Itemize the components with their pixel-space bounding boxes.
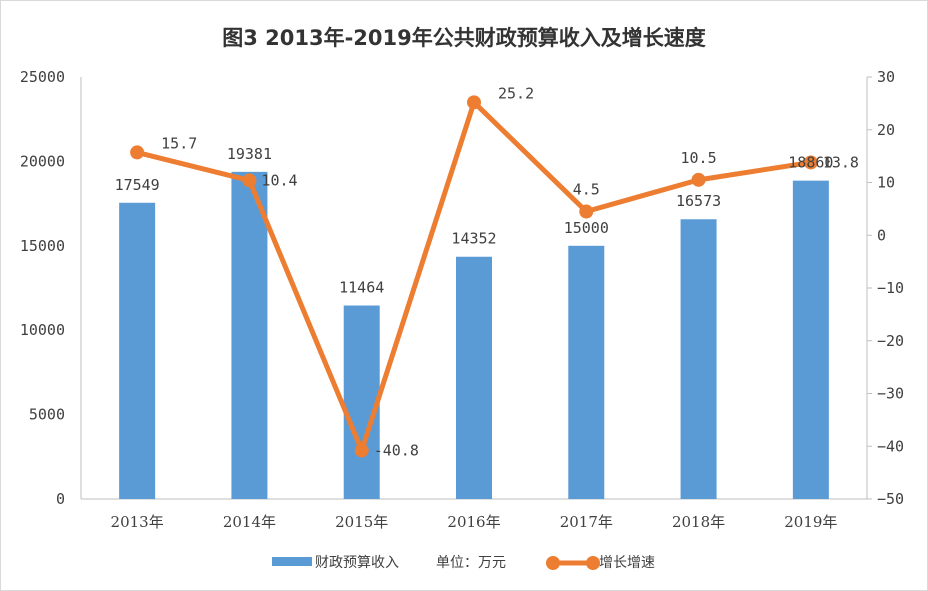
bar-data-label: 17549 [115,176,160,194]
x-tick-label: 2015年 [335,513,388,531]
right-tick-label: 30 [877,68,895,86]
x-tick-label: 2018年 [672,513,725,531]
bar [231,171,268,499]
bar [343,305,380,499]
line-marker [467,95,481,110]
line-marker [130,145,145,160]
left-tick-label: 20000 [20,152,65,170]
legend-bar-label: 财政预算收入 [315,555,399,571]
bar-data-label: 19381 [227,145,272,163]
line-marker [579,204,594,219]
legend-line-label: 增长增速 [599,555,655,571]
line-data-label: 13.8 [823,153,859,171]
x-tick-label: 2017年 [560,513,613,531]
right-tick-label: −30 [877,385,904,403]
right-tick-label: −20 [877,332,904,350]
bar [792,180,829,500]
right-tick-label: 20 [877,121,895,139]
bar-data-label: 14352 [451,230,496,248]
left-tick-label: 15000 [20,237,65,255]
chart-title: 图3 2013年-2019年公共财政预算收入及增长速度 [222,26,706,50]
line-marker [242,173,257,188]
left-tick-label: 0 [56,490,65,508]
right-tick-label: −50 [877,490,904,508]
x-tick-label: 2016年 [447,513,500,531]
bar-data-label: 11464 [339,278,384,296]
legend-unit-note: 单位：万元 [436,555,506,571]
left-tick-label: 25000 [20,68,65,86]
x-tick-label: 2014年 [223,513,276,531]
bar-data-label: 15000 [564,219,609,237]
legend: 财政预算收入 单位：万元 增长增速 [272,555,655,571]
right-tick-label: −10 [877,279,904,297]
line-data-label: 10.5 [681,149,717,167]
x-tick-label: 2019年 [784,513,837,531]
right-tick-label: 10 [877,174,895,192]
line-data-label: 15.7 [161,134,197,152]
legend-marker [546,556,560,570]
line-marker [691,172,706,187]
left-tick-label: 10000 [20,321,65,339]
line-marker [354,443,369,458]
line-data-label: 25.2 [498,84,534,102]
line-data-label: 4.5 [573,181,600,199]
line-data-label: 10.4 [261,171,297,189]
bar-data-label: 16573 [676,192,721,210]
left-tick-label: 5000 [29,406,65,424]
right-tick-label: 0 [877,226,886,244]
bar [456,256,492,499]
legend-marker [586,556,600,570]
legend-bar-swatch [272,557,312,566]
bar [568,245,605,499]
line-marker [803,155,818,170]
right-tick-label: −40 [877,437,904,455]
bar [119,202,156,499]
bar [680,219,717,500]
line-data-label: -40.8 [374,441,419,459]
x-tick-label: 2013年 [111,513,164,531]
bar-data-label: 18860 [788,154,833,172]
